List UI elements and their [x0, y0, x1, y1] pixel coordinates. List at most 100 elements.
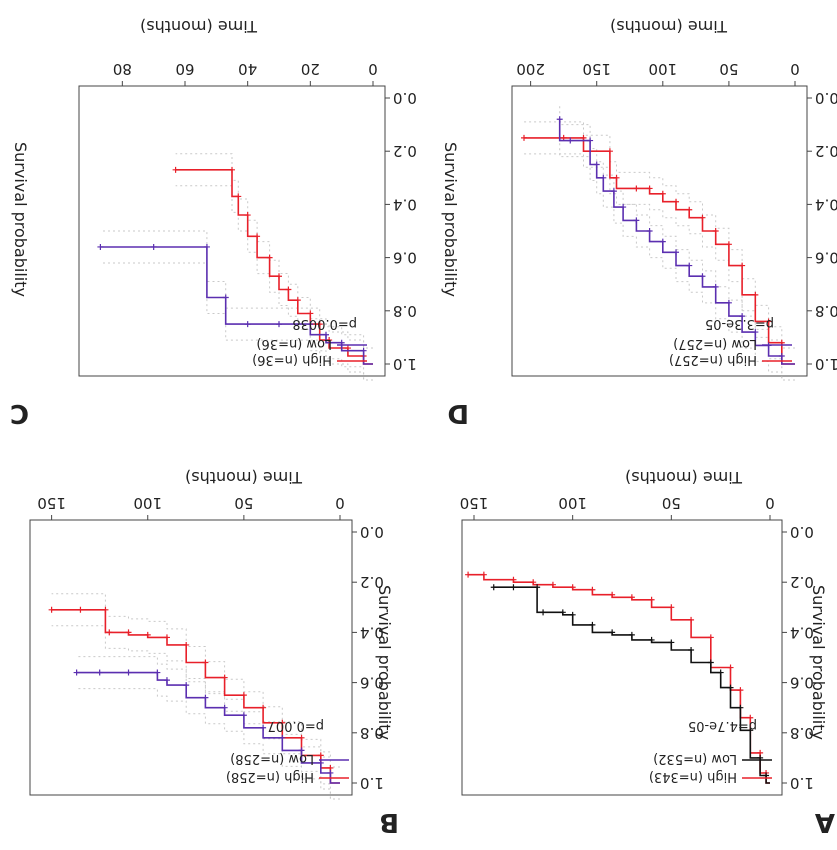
censor-mark-d-0 [765, 318, 772, 325]
survival-curve-b-0 [51, 609, 340, 784]
censor-mark-b-1 [96, 669, 103, 676]
y-tick-label-a: 1.0 [790, 774, 814, 792]
censor-mark-d-1 [778, 353, 785, 360]
censor-mark-b-1 [73, 669, 80, 676]
censor-mark-a-0 [628, 594, 635, 601]
censor-mark-d-0 [712, 228, 719, 234]
censor-mark-d-1 [600, 174, 607, 181]
censor-mark-c-0 [285, 286, 292, 293]
x-tick-label-d: 200 [516, 60, 545, 78]
legend-label-high-d: High (n=257) [669, 352, 757, 367]
legend-label-high-a: High (n=343) [649, 769, 737, 784]
censor-mark-d-0 [739, 262, 746, 269]
censor-mark-a-1 [707, 659, 714, 666]
censor-mark-c-0 [172, 166, 179, 173]
y-axis-d: 0.0 0.2 0.4 0.6 0.8 1.0 [807, 89, 837, 373]
y-tick-label-a: 0.0 [790, 523, 814, 541]
censor-mark-b-1 [317, 759, 324, 766]
panel-label-c: C [10, 398, 29, 428]
x-tick-label-d: 50 [719, 60, 738, 78]
x-tick-label-c: 80 [113, 60, 132, 78]
y-tick-label-a: 0.6 [790, 674, 814, 692]
panel-label-b: B [379, 807, 399, 837]
legend-label-low-d: Low (n=257) [673, 336, 757, 351]
panel-c: C 0.0 0.2 0.4 0.6 0.8 1.0 0 20 40 60 80 Time (mon… [10, 17, 417, 428]
censor-mark-d-1 [659, 238, 666, 245]
confidence-bands-b [51, 593, 340, 800]
censor-mark-d-1 [673, 249, 680, 256]
x-tick-label-d: 0 [790, 60, 800, 78]
censor-mark-c-0 [294, 297, 301, 304]
censor-mark-b-1 [163, 677, 170, 684]
y-tick-label-a: 0.8 [790, 724, 814, 742]
x-tick-label-d: 150 [582, 60, 611, 78]
censor-mark-a-0 [589, 586, 596, 593]
censor-mark-a-1 [569, 611, 576, 618]
y-tick-label-d: 0.8 [815, 302, 837, 320]
y-tick-label-c: 0.6 [393, 249, 417, 267]
censor-mark-b-1 [240, 712, 247, 719]
censor-mark-a-0 [549, 581, 556, 588]
y-axis-c: 0.0 0.2 0.4 0.6 0.8 1.0 [385, 89, 417, 373]
x-axis-label-c: Time (months) [140, 17, 258, 36]
confidence-band-b-0 [51, 593, 340, 768]
x-tick-label-b: 100 [133, 494, 162, 512]
censor-mark-a-1 [717, 669, 724, 676]
censor-mark-d-0 [646, 185, 653, 192]
survival-curves-d [521, 116, 795, 365]
x-tick-label-c: 0 [368, 60, 378, 78]
x-axis-label-d: Time (months) [610, 17, 728, 36]
censor-mark-a-0 [530, 579, 537, 586]
survival-curves-a [465, 571, 770, 784]
y-tick-label-b: 0.4 [360, 623, 384, 641]
plot-area-a [461, 519, 783, 796]
censor-mark-c-0 [235, 193, 242, 200]
x-tick-label-c: 60 [175, 60, 194, 78]
y-tick-label-b: 0.0 [360, 523, 384, 541]
confidence-bands-c [100, 153, 373, 381]
y-tick-label-b: 0.8 [360, 724, 384, 742]
censor-mark-a-1 [628, 631, 635, 638]
censor-mark-b-1 [183, 682, 190, 689]
panel-label-d: D [447, 398, 469, 428]
censor-mark-c-1 [150, 243, 157, 250]
censor-mark-a-0 [510, 576, 517, 583]
panel-a: A 0.0 0.2 0.4 0.6 0.8 1.0 0 50 100 150 Time (mon… [460, 468, 835, 837]
censor-mark-b-0 [317, 752, 324, 759]
censor-mark-c-1 [307, 321, 314, 328]
y-tick-label-d: 0.2 [815, 142, 837, 160]
y-axis-b: 0.0 0.2 0.4 0.6 0.8 1.0 [352, 523, 384, 792]
censor-mark-b-0 [102, 606, 109, 613]
y-tick-label-b: 1.0 [360, 774, 384, 792]
survival-curves-b [48, 606, 340, 784]
censor-mark-a-1 [540, 609, 547, 616]
y-tick-label-c: 0.8 [393, 302, 417, 320]
censor-mark-d-1 [633, 217, 640, 224]
censor-mark-b-0 [163, 634, 170, 641]
y-tick-label-a: 0.4 [790, 623, 814, 641]
censor-mark-c-0 [244, 212, 251, 219]
survival-curves-c [97, 166, 373, 365]
censor-mark-c-0 [229, 166, 235, 173]
y-axis-label-a: Survival probability [809, 585, 828, 740]
confidence-band-c-0 [175, 153, 373, 349]
censor-mark-a-0 [757, 749, 764, 756]
y-axis-a: 0.0 0.2 0.4 0.6 0.8 1.0 [782, 523, 814, 792]
censor-mark-b-1 [154, 669, 161, 676]
censor-mark-d-1 [712, 283, 719, 290]
x-tick-label-a: 150 [460, 494, 489, 512]
x-tick-label-a: 100 [558, 494, 587, 512]
censor-mark-d-1 [610, 188, 617, 195]
x-tick-label-b: 0 [335, 494, 345, 512]
censor-mark-b-0 [202, 659, 209, 666]
censor-mark-a-1 [510, 584, 517, 591]
survival-curve-c-1 [100, 246, 373, 365]
censor-mark-a-1 [648, 636, 655, 643]
x-tick-label-c: 40 [238, 60, 257, 78]
censor-mark-a-1 [559, 609, 566, 616]
censor-mark-c-1 [360, 347, 367, 354]
y-tick-label-d: 0.4 [815, 195, 837, 213]
x-tick-label-a: 50 [662, 494, 681, 512]
censor-mark-d-1 [686, 262, 693, 269]
